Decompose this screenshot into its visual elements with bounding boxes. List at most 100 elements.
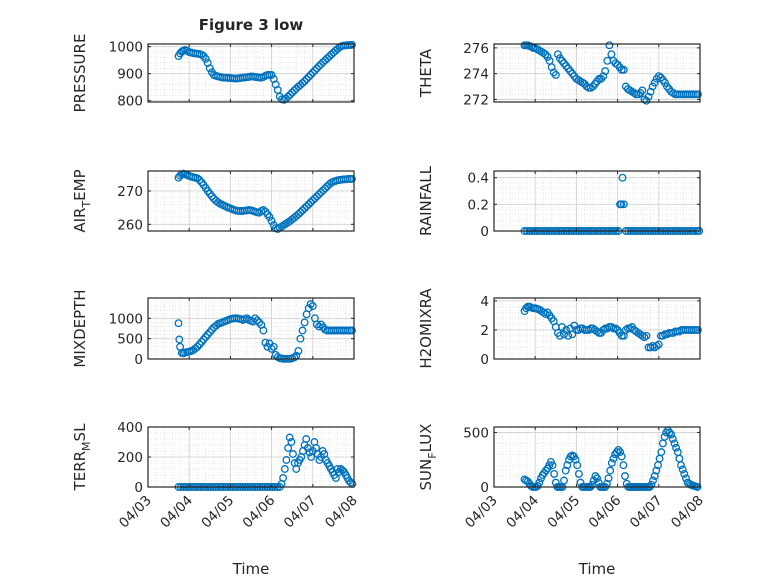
data-point xyxy=(662,428,671,437)
data-point xyxy=(310,66,319,75)
y-tick-label: 270 xyxy=(117,184,143,200)
x-axis-label: Time xyxy=(232,560,270,578)
data-point xyxy=(201,333,210,341)
data-point xyxy=(574,469,583,478)
data-point xyxy=(543,52,552,61)
data-point xyxy=(251,314,260,323)
data-point xyxy=(289,450,297,458)
data-point xyxy=(193,342,202,351)
data-point xyxy=(294,210,303,219)
data-point xyxy=(304,200,313,209)
y-axis-label-main: RAINFALL xyxy=(417,165,435,236)
data-point xyxy=(315,62,323,71)
data-point xyxy=(302,75,311,84)
data-point xyxy=(197,337,206,346)
x-tick-label: 04/03 xyxy=(462,493,501,532)
data-point xyxy=(638,86,647,95)
y-tick-label: 4 xyxy=(480,294,489,310)
data-point xyxy=(680,469,689,478)
data-point xyxy=(644,92,653,101)
data-point xyxy=(619,65,628,74)
data-point xyxy=(207,192,216,201)
axes-box xyxy=(147,297,355,360)
data-point xyxy=(555,331,564,340)
data-point xyxy=(619,200,628,209)
data-point xyxy=(573,461,582,470)
y-axis-label-main: TERR xyxy=(71,451,89,492)
data-point xyxy=(174,319,183,328)
data-point xyxy=(282,456,291,464)
data-point xyxy=(302,435,311,443)
data-point xyxy=(331,474,340,482)
data-point xyxy=(670,439,679,448)
data-point xyxy=(678,465,687,474)
data-point xyxy=(212,321,220,330)
data-point xyxy=(312,320,321,329)
data-point xyxy=(693,90,702,99)
subplot-pressure: 800 900 1000 PRESSURE Figure 3 low xyxy=(71,16,356,112)
data-point xyxy=(607,459,616,467)
data-point xyxy=(618,173,627,182)
data-point xyxy=(649,476,657,485)
data-point xyxy=(605,41,614,50)
data-point xyxy=(298,206,307,215)
chart-title: Figure 3 low xyxy=(199,16,304,34)
y-tick-label: 276 xyxy=(463,41,489,57)
data-point xyxy=(279,474,288,482)
y-axis-label-main: AIR xyxy=(71,208,89,233)
data-point xyxy=(541,310,550,318)
data-point xyxy=(550,469,559,478)
data-point xyxy=(288,88,297,97)
data-point xyxy=(317,188,325,197)
y-tick-label: 260 xyxy=(117,217,143,233)
plot-area xyxy=(494,427,700,487)
data-point xyxy=(553,50,562,59)
y-tick-label: 500 xyxy=(117,332,143,348)
data-point xyxy=(560,330,568,339)
y-tick-label: 1000 xyxy=(109,311,143,327)
data-point xyxy=(650,472,659,481)
data-point xyxy=(296,334,305,343)
y-axis-label: TERRMSL xyxy=(71,423,93,492)
data-point xyxy=(646,87,655,96)
data-point xyxy=(284,92,293,101)
data-point xyxy=(548,461,557,470)
y-axis-label: MIXDEPTH xyxy=(71,289,89,367)
subplot-terr_msl: 0 200 400 TERRMSL 04/03 04/04 04/05 04/06 04/07 0… xyxy=(71,420,361,578)
data-point xyxy=(195,176,204,184)
axes-box xyxy=(147,43,355,103)
data-point xyxy=(672,443,681,452)
data-point xyxy=(261,338,270,347)
data-point xyxy=(652,466,661,475)
data-point xyxy=(650,78,659,87)
y-axis-label: H2OMIXRA xyxy=(417,288,435,369)
y-axis-label: RAINFALL xyxy=(417,165,435,236)
data-point xyxy=(677,461,685,470)
data-point xyxy=(300,77,309,86)
data-point xyxy=(640,333,649,342)
data-point xyxy=(551,70,560,79)
data-point xyxy=(561,466,570,475)
data-point xyxy=(606,466,615,475)
data-point xyxy=(604,474,613,483)
data-point xyxy=(300,204,309,213)
data-point xyxy=(269,342,278,351)
data-point xyxy=(175,335,184,344)
axes-box xyxy=(493,170,701,232)
y-tick-label: 272 xyxy=(463,92,489,108)
data-point xyxy=(657,448,666,457)
y-tick-label: 0 xyxy=(480,480,489,496)
data-point xyxy=(321,184,330,193)
data-point xyxy=(203,330,212,339)
plot-area xyxy=(148,171,354,231)
data-point xyxy=(193,174,202,183)
data-point xyxy=(347,40,356,49)
data-point xyxy=(284,444,293,452)
data-point xyxy=(617,452,626,461)
data-point xyxy=(660,432,669,441)
data-point xyxy=(308,196,317,205)
data-point xyxy=(201,54,210,63)
x-tick-label: 04/08 xyxy=(668,493,707,532)
data-point xyxy=(571,455,580,464)
